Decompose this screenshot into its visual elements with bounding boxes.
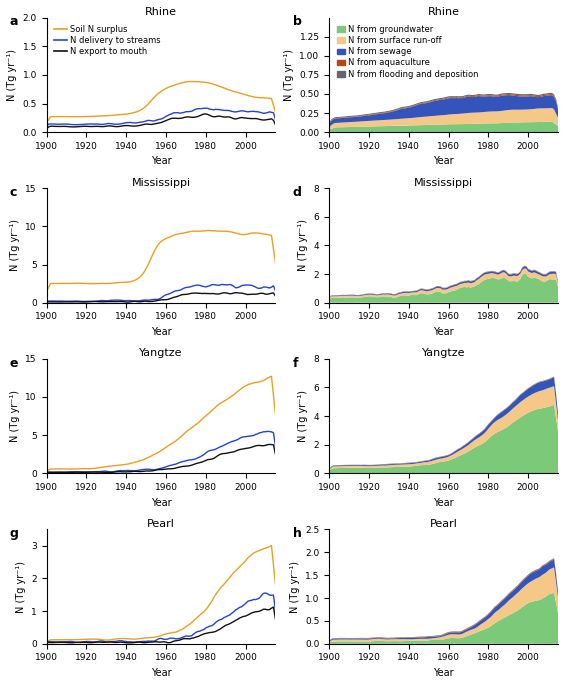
Y-axis label: N (Tg yr⁻¹): N (Tg yr⁻¹) <box>16 560 25 612</box>
X-axis label: Year: Year <box>433 327 454 337</box>
Text: h: h <box>293 527 302 540</box>
Title: Pearl: Pearl <box>430 519 458 529</box>
Y-axis label: N (Tg yr⁻¹): N (Tg yr⁻¹) <box>289 560 299 612</box>
Title: Mississippi: Mississippi <box>132 177 190 188</box>
Y-axis label: N (Tg yr⁻¹): N (Tg yr⁻¹) <box>298 390 308 442</box>
Title: Yangtze: Yangtze <box>140 348 183 358</box>
Text: c: c <box>10 186 18 199</box>
Y-axis label: N (Tg yr⁻¹): N (Tg yr⁻¹) <box>10 390 20 442</box>
Text: g: g <box>10 527 19 540</box>
X-axis label: Year: Year <box>151 156 171 166</box>
X-axis label: Year: Year <box>151 668 171 678</box>
Title: Rhine: Rhine <box>428 7 459 17</box>
Y-axis label: N (Tg yr⁻¹): N (Tg yr⁻¹) <box>298 219 308 271</box>
Y-axis label: N (Tg yr⁻¹): N (Tg yr⁻¹) <box>7 49 17 101</box>
Title: Rhine: Rhine <box>145 7 177 17</box>
Text: a: a <box>10 16 19 29</box>
X-axis label: Year: Year <box>151 327 171 337</box>
Legend: N from groundwater, N from surface run-off, N from sewage, N from aquaculture, N: N from groundwater, N from surface run-o… <box>333 22 482 82</box>
Text: b: b <box>293 16 302 29</box>
Text: f: f <box>293 357 298 369</box>
X-axis label: Year: Year <box>433 668 454 678</box>
Y-axis label: N (Tg yr⁻¹): N (Tg yr⁻¹) <box>284 49 294 101</box>
X-axis label: Year: Year <box>433 156 454 166</box>
Text: e: e <box>10 357 19 369</box>
Title: Yangtze: Yangtze <box>422 348 466 358</box>
Text: d: d <box>293 186 302 199</box>
Title: Pearl: Pearl <box>147 519 175 529</box>
Title: Mississippi: Mississippi <box>414 177 473 188</box>
X-axis label: Year: Year <box>433 497 454 508</box>
Legend: Soil N surplus, N delivery to streams, N export to mouth: Soil N surplus, N delivery to streams, N… <box>51 22 164 60</box>
Y-axis label: N (Tg yr⁻¹): N (Tg yr⁻¹) <box>10 219 20 271</box>
X-axis label: Year: Year <box>151 497 171 508</box>
